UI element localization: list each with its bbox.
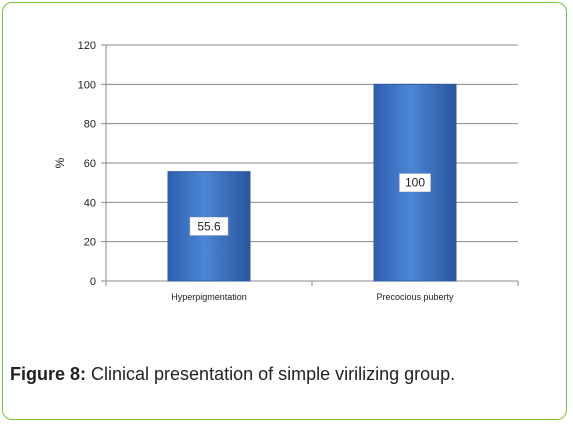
figure-caption-text: Clinical presentation of simple virilizi… — [86, 364, 456, 384]
y-tick-label: 40 — [84, 197, 96, 209]
y-tick-label: 100 — [78, 79, 96, 91]
figure-frame — [2, 2, 567, 420]
data-label: 55.6 — [197, 219, 221, 233]
y-axis-title: % — [53, 157, 67, 168]
y-tick-label: 0 — [90, 276, 96, 288]
y-tick-label: 80 — [84, 119, 96, 131]
data-label-box — [399, 173, 431, 192]
x-tick-label: Precocious puberty — [376, 292, 454, 302]
bars — [167, 83, 457, 282]
data-label: 100 — [405, 176, 425, 190]
labels: 0 20 40 60 80 100 120 55.6 Hyperpigmentation 100 P… — [78, 40, 454, 302]
data-label-box — [189, 217, 229, 236]
figure-caption: Figure 8: Clinical presentation of simpl… — [10, 364, 455, 385]
figure-caption-label: Figure 8: — [10, 364, 87, 384]
x-tick-label: Hyperpigmentation — [171, 292, 247, 302]
y-tick-label: 120 — [78, 40, 96, 52]
y-tick-label: 60 — [84, 158, 96, 170]
y-tick-label: 20 — [84, 237, 96, 249]
